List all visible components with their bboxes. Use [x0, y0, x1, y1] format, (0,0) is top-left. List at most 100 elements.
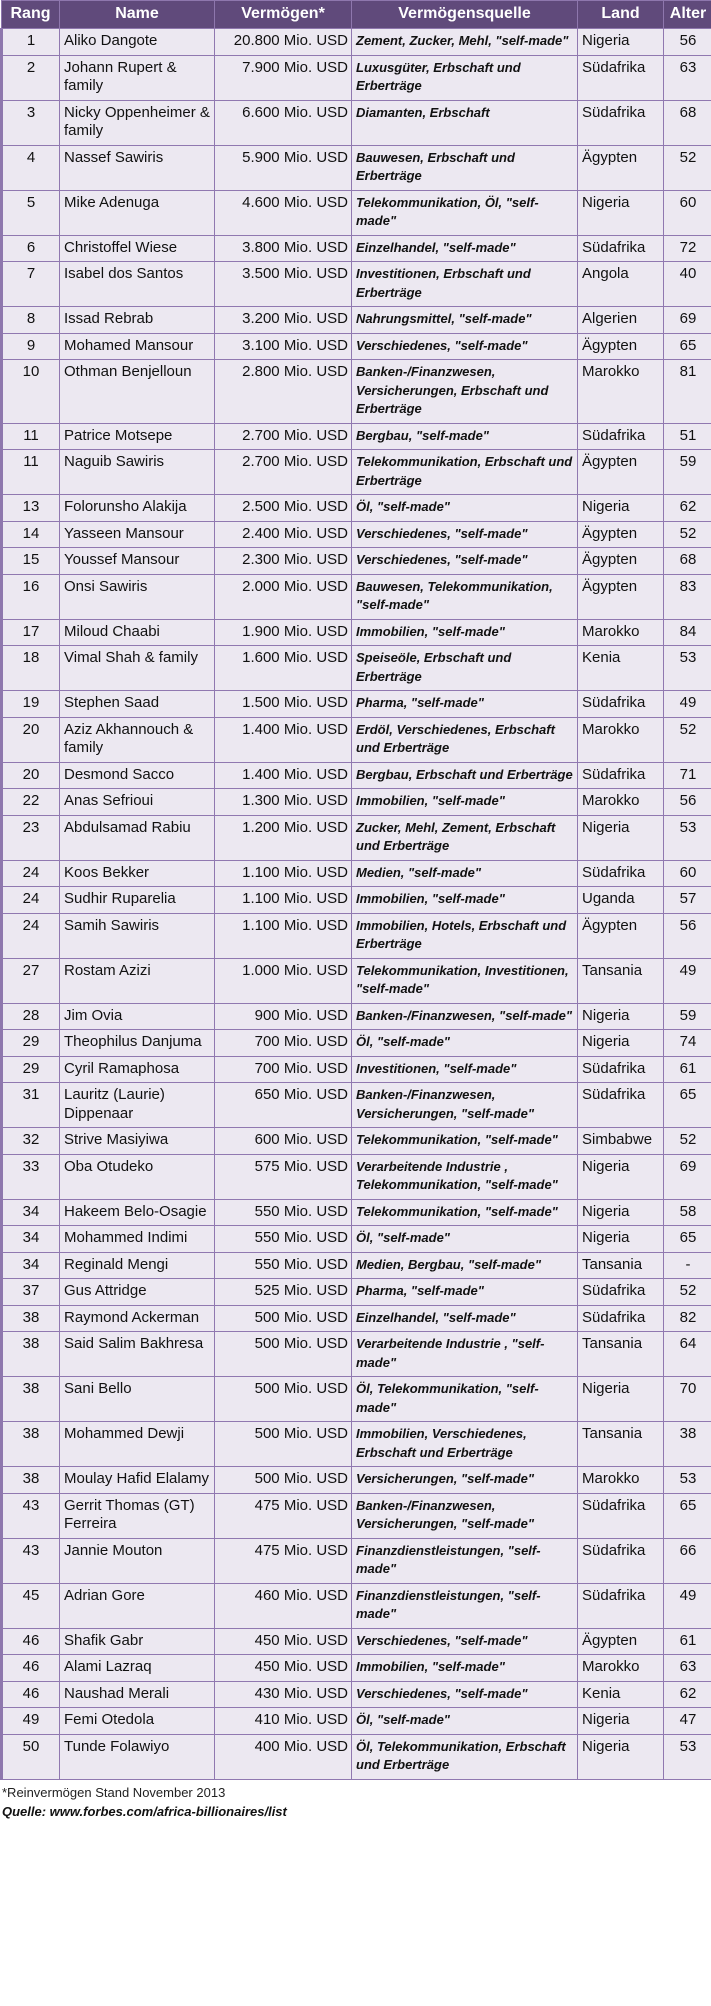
- cell-country: Ägypten: [577, 547, 664, 575]
- table-row: 1 Aliko Dangote 20.800 Mio. USD Zement, Zuc…: [0, 28, 711, 56]
- cell-age: 53: [663, 1466, 711, 1494]
- cell-country: Nigeria: [577, 1002, 664, 1030]
- cell-source: Verschiedenes, "self-made": [351, 547, 578, 575]
- cell-country: Nigeria: [577, 28, 664, 56]
- table-row: 45 Adrian Gore 460 Mio. USD Finanzdienstlei…: [0, 1582, 711, 1629]
- table-row: 28 Jim Ovia 900 Mio. USD Banken-/Finanzwese…: [0, 1002, 711, 1030]
- cell-country: Tansania: [577, 1331, 664, 1377]
- cell-name: Folorunsho Alakija: [59, 494, 215, 522]
- cell-rang: 50: [0, 1733, 60, 1780]
- cell-wealth: 550 Mio. USD: [214, 1225, 352, 1253]
- cell-country: Südafrika: [577, 99, 664, 146]
- cell-wealth: 700 Mio. USD: [214, 1055, 352, 1083]
- cell-country: Ägypten: [577, 520, 664, 548]
- table-row: 34 Hakeem Belo-Osagie 550 Mio. USD Telekomm…: [0, 1198, 711, 1226]
- cell-wealth: 1.100 Mio. USD: [214, 886, 352, 914]
- cell-age: 52: [663, 1278, 711, 1306]
- cell-wealth: 525 Mio. USD: [214, 1278, 352, 1306]
- cell-rang: 24: [0, 859, 60, 887]
- cell-name: Samih Sawiris: [59, 912, 215, 959]
- cell-wealth: 3.800 Mio. USD: [214, 234, 352, 262]
- cell-wealth: 6.600 Mio. USD: [214, 99, 352, 146]
- cell-country: Ägypten: [577, 332, 664, 360]
- cell-rang: 38: [0, 1331, 60, 1377]
- cell-rang: 23: [0, 814, 60, 861]
- table-row: 11 Patrice Motsepe 2.700 Mio. USD Bergbau, …: [0, 422, 711, 450]
- cell-age: 51: [663, 422, 711, 450]
- cell-name: Reginald Mengi: [59, 1251, 215, 1279]
- cell-name: Jim Ovia: [59, 1002, 215, 1030]
- table-row: 38 Raymond Ackerman 500 Mio. USD Einzelhand…: [0, 1304, 711, 1332]
- cell-source: Öl, "self-made": [351, 1707, 578, 1735]
- cell-wealth: 500 Mio. USD: [214, 1376, 352, 1422]
- cell-source: Telekommunikation, Erbschaft und Erbertr…: [351, 449, 578, 495]
- cell-wealth: 3.100 Mio. USD: [214, 332, 352, 360]
- cell-name: Desmond Sacco: [59, 761, 215, 789]
- cell-rang: 46: [0, 1627, 60, 1655]
- table-row: 24 Sudhir Ruparelia 1.100 Mio. USD Immobili…: [0, 886, 711, 914]
- cell-source: Verarbeitende Industrie , Telekommunikat…: [351, 1153, 578, 1200]
- table-row: 24 Samih Sawiris 1.100 Mio. USD Immobilien,…: [0, 912, 711, 959]
- cell-rang: 22: [0, 788, 60, 816]
- cell-wealth: 410 Mio. USD: [214, 1707, 352, 1735]
- cell-age: 53: [663, 814, 711, 861]
- cell-rang: 15: [0, 547, 60, 575]
- cell-age: 52: [663, 1127, 711, 1155]
- cell-source: Immobilien, "self-made": [351, 1654, 578, 1682]
- table-row: 43 Jannie Mouton 475 Mio. USD Finanzdienstl…: [0, 1537, 711, 1584]
- cell-name: Said Salim Bakhresa: [59, 1331, 215, 1377]
- cell-name: Koos Bekker: [59, 859, 215, 887]
- cell-country: Nigeria: [577, 1153, 664, 1200]
- cell-age: 40: [663, 261, 711, 307]
- cell-country: Nigeria: [577, 1198, 664, 1226]
- cell-rang: 38: [0, 1466, 60, 1494]
- table-row: 29 Cyril Ramaphosa 700 Mio. USD Investition…: [0, 1055, 711, 1083]
- cell-wealth: 2.700 Mio. USD: [214, 449, 352, 495]
- cell-country: Kenia: [577, 645, 664, 691]
- cell-age: 84: [663, 618, 711, 646]
- cell-wealth: 1.400 Mio. USD: [214, 716, 352, 763]
- cell-wealth: 20.800 Mio. USD: [214, 28, 352, 56]
- cell-rang: 45: [0, 1582, 60, 1629]
- cell-country: Angola: [577, 261, 664, 307]
- cell-rang: 46: [0, 1654, 60, 1682]
- cell-source: Speiseöle, Erbschaft und Erberträge: [351, 645, 578, 691]
- cell-source: Zement, Zucker, Mehl, "self-made": [351, 28, 578, 56]
- cell-wealth: 2.500 Mio. USD: [214, 494, 352, 522]
- cell-age: 59: [663, 1002, 711, 1030]
- cell-age: 61: [663, 1055, 711, 1083]
- cell-age: 57: [663, 886, 711, 914]
- cell-country: Ägypten: [577, 912, 664, 959]
- cell-age: 49: [663, 957, 711, 1004]
- cell-name: Isabel dos Santos: [59, 261, 215, 307]
- cell-source: Bauwesen, Telekommunikation, "self-made": [351, 573, 578, 620]
- cell-wealth: 1.300 Mio. USD: [214, 788, 352, 816]
- cell-rang: 14: [0, 520, 60, 548]
- cell-name: Adrian Gore: [59, 1582, 215, 1629]
- cell-country: Simbabwe: [577, 1127, 664, 1155]
- cell-wealth: 1.100 Mio. USD: [214, 859, 352, 887]
- table-row: 37 Gus Attridge 525 Mio. USD Pharma, "self-…: [0, 1278, 711, 1306]
- table-row: 4 Nassef Sawiris 5.900 Mio. USD Bauwesen, E…: [0, 144, 711, 191]
- table-row: 31 Lauritz (Laurie) Dippenaar 650 Mio. USD…: [0, 1082, 711, 1128]
- cell-country: Nigeria: [577, 814, 664, 861]
- table-row: 8 Issad Rebrab 3.200 Mio. USD Nahrungsmitte…: [0, 306, 711, 334]
- cell-age: 52: [663, 520, 711, 548]
- cell-source: Medien, Bergbau, "self-made": [351, 1251, 578, 1279]
- cell-name: Shafik Gabr: [59, 1627, 215, 1655]
- cell-rang: 4: [0, 144, 60, 191]
- cell-wealth: 450 Mio. USD: [214, 1654, 352, 1682]
- cell-age: 61: [663, 1627, 711, 1655]
- cell-source: Immobilien, "self-made": [351, 886, 578, 914]
- cell-rang: 13: [0, 494, 60, 522]
- cell-country: Algerien: [577, 306, 664, 334]
- cell-rang: 32: [0, 1127, 60, 1155]
- cell-age: 71: [663, 761, 711, 789]
- table-row: 20 Aziz Akhannouch & family 1.400 Mio. USD…: [0, 716, 711, 763]
- cell-name: Sani Bello: [59, 1376, 215, 1422]
- cell-age: 52: [663, 716, 711, 763]
- cell-wealth: 475 Mio. USD: [214, 1537, 352, 1584]
- cell-source: Bergbau, "self-made": [351, 422, 578, 450]
- cell-name: Alami Lazraq: [59, 1654, 215, 1682]
- table-row: 46 Alami Lazraq 450 Mio. USD Immobilien, "s…: [0, 1654, 711, 1682]
